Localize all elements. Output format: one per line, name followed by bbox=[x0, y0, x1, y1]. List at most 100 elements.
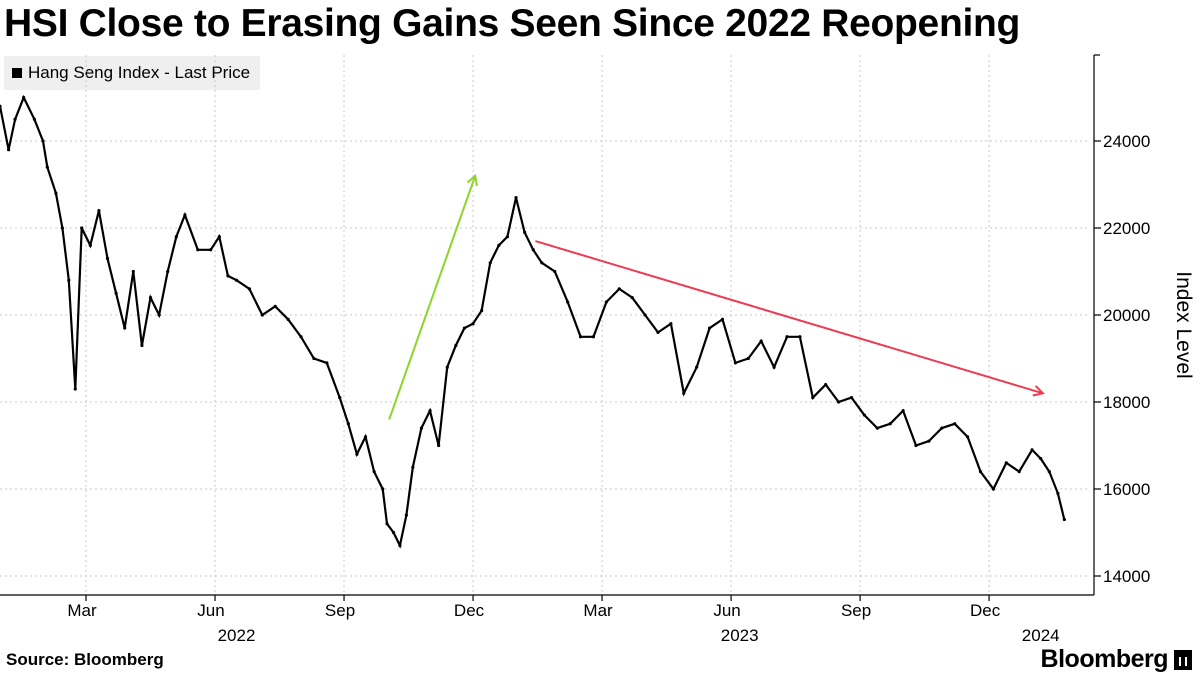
data-point bbox=[462, 326, 467, 330]
data-point bbox=[131, 269, 135, 274]
data-point bbox=[901, 409, 905, 413]
data-point bbox=[299, 335, 303, 339]
data-point bbox=[312, 356, 316, 361]
x-year-label: 2022 bbox=[218, 626, 256, 645]
data-point bbox=[1047, 470, 1051, 474]
data-point bbox=[73, 387, 77, 391]
data-point bbox=[114, 291, 118, 295]
data-point bbox=[346, 422, 350, 426]
data-point bbox=[217, 235, 221, 239]
brand-logo: Bloomberg bbox=[1041, 645, 1192, 674]
data-point bbox=[80, 226, 84, 230]
data-point bbox=[914, 443, 918, 448]
data-point bbox=[849, 396, 854, 400]
data-point bbox=[123, 326, 127, 330]
series-line bbox=[0, 94, 1066, 549]
data-point bbox=[695, 365, 699, 369]
x-tick-label: Dec bbox=[970, 601, 1001, 620]
data-point bbox=[54, 191, 58, 195]
data-point bbox=[978, 470, 983, 474]
data-point bbox=[454, 343, 458, 348]
data-point bbox=[428, 409, 432, 413]
data-point bbox=[1017, 470, 1021, 474]
y-tick-label: 24000 bbox=[1103, 132, 1150, 151]
data-point bbox=[22, 95, 26, 100]
trend-arrow-up bbox=[388, 176, 475, 420]
data-point bbox=[591, 335, 596, 339]
data-point bbox=[437, 443, 441, 448]
data-point bbox=[411, 465, 415, 469]
y-tick-label: 22000 bbox=[1103, 219, 1150, 238]
data-point bbox=[391, 530, 396, 535]
data-point bbox=[226, 274, 230, 278]
brand-wordmark: Bloomberg bbox=[1040, 645, 1169, 673]
data-point bbox=[97, 209, 101, 213]
data-point bbox=[471, 322, 475, 326]
data-point bbox=[566, 300, 570, 304]
x-tick-label: Mar bbox=[583, 601, 613, 620]
data-point bbox=[523, 230, 527, 234]
data-point bbox=[148, 296, 153, 300]
data-point bbox=[617, 287, 621, 291]
data-point bbox=[32, 117, 37, 121]
data-point bbox=[1062, 517, 1066, 522]
data-point bbox=[965, 435, 970, 439]
data-point bbox=[286, 317, 290, 321]
data-point bbox=[669, 322, 673, 326]
data-point bbox=[514, 195, 518, 200]
x-tick-label: Mar bbox=[67, 601, 97, 620]
data-point bbox=[88, 243, 92, 247]
data-point bbox=[991, 487, 995, 491]
data-point bbox=[540, 261, 544, 265]
data-point bbox=[398, 543, 402, 548]
source-note: Source: Bloomberg bbox=[6, 650, 164, 669]
data-point bbox=[643, 313, 647, 317]
data-point bbox=[209, 248, 213, 252]
data-point bbox=[404, 513, 408, 517]
data-point bbox=[67, 278, 71, 282]
data-point bbox=[7, 148, 11, 152]
data-point bbox=[247, 287, 252, 291]
legend-swatch bbox=[12, 68, 22, 78]
data-point bbox=[1030, 448, 1034, 452]
data-point bbox=[798, 335, 802, 339]
data-point bbox=[183, 213, 187, 217]
data-point bbox=[273, 304, 277, 308]
data-point bbox=[733, 361, 737, 365]
y-axis-title: Index Level bbox=[1172, 271, 1195, 378]
x-tick-label: Jun bbox=[197, 601, 224, 620]
data-point bbox=[140, 343, 144, 348]
data-point bbox=[862, 413, 866, 417]
data-point bbox=[174, 235, 178, 239]
data-point bbox=[953, 422, 957, 426]
chart-title: HSI Close to Erasing Gains Seen Since 20… bbox=[4, 2, 1021, 45]
data-point bbox=[497, 243, 501, 247]
data-point bbox=[355, 452, 359, 456]
data-point bbox=[927, 439, 931, 443]
data-point bbox=[759, 339, 763, 343]
data-point bbox=[488, 261, 492, 265]
data-point bbox=[196, 248, 200, 252]
data-point bbox=[260, 313, 264, 317]
y-tick-label: 18000 bbox=[1103, 393, 1150, 412]
data-point bbox=[105, 256, 110, 261]
data-point bbox=[338, 396, 342, 400]
x-tick-label: Sep bbox=[325, 601, 355, 620]
y-tick-label: 14000 bbox=[1103, 567, 1150, 586]
data-point bbox=[480, 309, 484, 313]
data-point bbox=[385, 522, 389, 526]
data-point bbox=[157, 313, 161, 317]
data-point bbox=[785, 335, 789, 339]
data-point bbox=[531, 248, 535, 252]
data-point bbox=[45, 165, 49, 169]
data-point bbox=[13, 117, 17, 121]
data-point bbox=[720, 317, 725, 321]
data-point bbox=[656, 330, 660, 334]
data-point bbox=[419, 426, 424, 430]
data-point bbox=[1056, 491, 1060, 495]
data-point bbox=[940, 426, 944, 430]
bloomberg-logo-icon bbox=[1174, 649, 1192, 670]
data-point bbox=[578, 335, 583, 339]
data-point bbox=[888, 422, 892, 426]
